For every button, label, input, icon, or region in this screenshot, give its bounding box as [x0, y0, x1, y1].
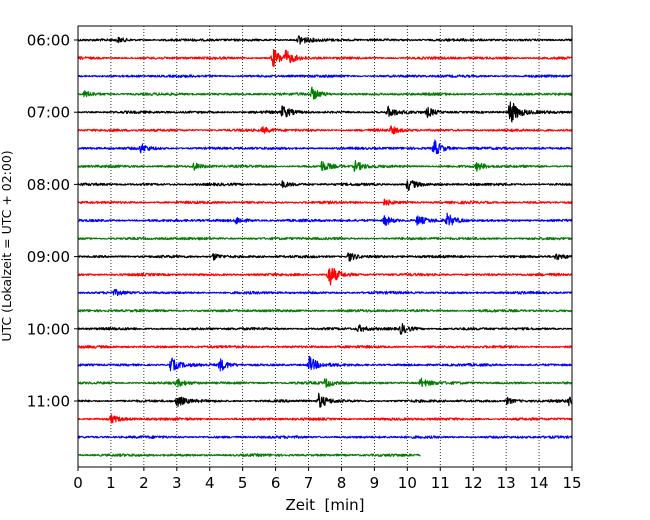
trace-1145 [77, 453, 421, 458]
trace-1000 [77, 322, 573, 335]
trace-0845 [77, 236, 573, 241]
trace-0745 [77, 160, 573, 172]
trace-0915 [77, 268, 573, 286]
trace-0945 [77, 308, 573, 313]
plot-frame [77, 25, 573, 468]
trace-1100 [77, 392, 573, 408]
x-tick-label-1: 1 [106, 474, 116, 492]
trace-0600 [77, 35, 573, 45]
trace-1030 [77, 355, 573, 372]
y-tick-label-0900: 09:00 [27, 248, 70, 266]
x-tick-label-2: 2 [139, 474, 149, 492]
trace-1015 [77, 344, 573, 349]
x-tick-label-0: 0 [73, 474, 83, 492]
x-tick-label-7: 7 [304, 474, 314, 492]
y-tick-label-0600: 06:00 [27, 32, 70, 50]
trace-0800 [77, 179, 573, 192]
trace-0815 [77, 198, 573, 206]
y-tick-label-0800: 08:00 [27, 176, 70, 194]
x-axis-label: Zeit [min] [285, 496, 364, 514]
x-tick-label-4: 4 [205, 474, 215, 492]
x-tick-label-10: 10 [398, 474, 417, 492]
trace-0730 [77, 139, 573, 155]
x-tick-label-15: 15 [562, 474, 581, 492]
x-tick-label-5: 5 [238, 474, 248, 492]
seismogram-traces [77, 35, 573, 458]
y-axis-ticks: 06:00 07:00 08:00 09:00 10:00 11:00 [27, 32, 78, 411]
x-tick-label-8: 8 [337, 474, 347, 492]
trace-1115 [77, 414, 573, 424]
y-tick-label-0700: 07:00 [27, 104, 70, 122]
trace-1045 [77, 377, 573, 388]
y-tick-label-1100: 11:00 [27, 393, 70, 411]
x-axis-ticks: 0 1 2 3 4 5 6 7 8 9 10 11 12 13 14 15 [73, 467, 582, 492]
trace-0715 [77, 125, 573, 135]
trace-0930 [77, 288, 573, 297]
x-tick-label-12: 12 [464, 474, 483, 492]
x-tick-label-11: 11 [431, 474, 450, 492]
x-tick-label-14: 14 [530, 474, 549, 492]
trace-0630 [77, 74, 573, 79]
x-tick-label-13: 13 [497, 474, 516, 492]
x-tick-label-6: 6 [271, 474, 281, 492]
trace-0700 [77, 101, 573, 123]
x-tick-label-3: 3 [172, 474, 182, 492]
trace-0615 [77, 49, 573, 68]
x-tick-label-9: 9 [370, 474, 380, 492]
y-axis-label: UTC (Lokalzeit = UTC + 02:00) [0, 150, 14, 341]
y-tick-label-1000: 10:00 [27, 320, 70, 338]
trace-0830 [77, 212, 573, 226]
trace-0900 [77, 252, 573, 262]
trace-0645 [77, 86, 573, 100]
trace-1130 [77, 435, 573, 439]
